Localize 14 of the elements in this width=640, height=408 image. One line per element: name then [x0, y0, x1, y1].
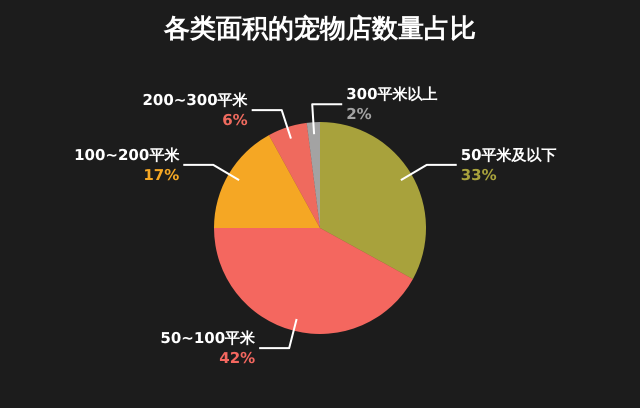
pie-slice [320, 122, 426, 280]
chart-title: 各类面积的宠物店数量占比 [163, 14, 476, 44]
pie-slice [214, 135, 320, 228]
data-label: 6% [222, 111, 248, 130]
slice-label: 50平米及以下 [460, 146, 557, 164]
data-label: 17% [143, 166, 180, 184]
slice-label: 100~200平米 [74, 146, 180, 164]
data-label: 33% [460, 166, 497, 184]
data-label: 42% [219, 349, 256, 368]
slice-label: 50~100平米 [160, 329, 256, 348]
pie-slice [306, 122, 320, 228]
slice-label: 200~300平米 [142, 91, 249, 110]
data-label: 2% [346, 105, 372, 124]
slice-label: 300平米以上 [346, 85, 438, 104]
